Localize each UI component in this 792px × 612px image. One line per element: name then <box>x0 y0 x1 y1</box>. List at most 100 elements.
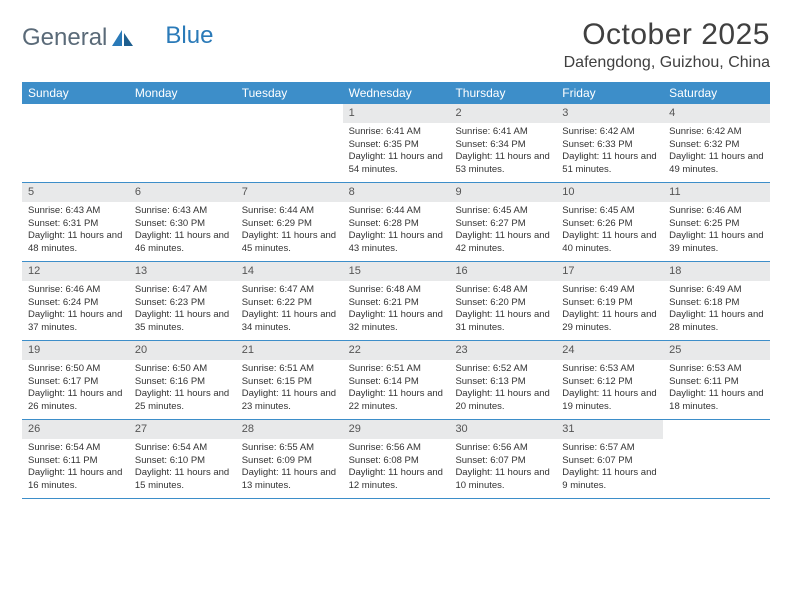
daylight-line: Daylight: 11 hours and 32 minutes. <box>349 309 444 335</box>
sunset-line: Sunset: 6:11 PM <box>669 376 764 389</box>
sunset-line: Sunset: 6:23 PM <box>135 297 230 310</box>
day-body: Sunrise: 6:50 AMSunset: 6:16 PMDaylight:… <box>129 360 236 418</box>
sunset-line: Sunset: 6:24 PM <box>28 297 123 310</box>
day-number: 1 <box>343 104 450 123</box>
daylight-line: Daylight: 11 hours and 26 minutes. <box>28 388 123 414</box>
day-cell: 14Sunrise: 6:47 AMSunset: 6:22 PMDayligh… <box>236 262 343 340</box>
sunset-line: Sunset: 6:33 PM <box>562 139 657 152</box>
sunrise-line: Sunrise: 6:44 AM <box>349 205 444 218</box>
day-cell: 18Sunrise: 6:49 AMSunset: 6:18 PMDayligh… <box>663 262 770 340</box>
sunset-line: Sunset: 6:29 PM <box>242 218 337 231</box>
day-body: Sunrise: 6:53 AMSunset: 6:12 PMDaylight:… <box>556 360 663 418</box>
day-cell-empty <box>22 104 129 182</box>
month-title: October 2025 <box>564 18 770 52</box>
day-cell: 8Sunrise: 6:44 AMSunset: 6:28 PMDaylight… <box>343 183 450 261</box>
day-number: 27 <box>129 420 236 439</box>
sunset-line: Sunset: 6:15 PM <box>242 376 337 389</box>
day-body: Sunrise: 6:45 AMSunset: 6:26 PMDaylight:… <box>556 202 663 260</box>
sunset-line: Sunset: 6:26 PM <box>562 218 657 231</box>
sunrise-line: Sunrise: 6:41 AM <box>349 126 444 139</box>
sunset-line: Sunset: 6:30 PM <box>135 218 230 231</box>
day-cell: 4Sunrise: 6:42 AMSunset: 6:32 PMDaylight… <box>663 104 770 182</box>
daylight-line: Daylight: 11 hours and 40 minutes. <box>562 230 657 256</box>
day-number: 30 <box>449 420 556 439</box>
sunrise-line: Sunrise: 6:54 AM <box>135 442 230 455</box>
sunrise-line: Sunrise: 6:45 AM <box>455 205 550 218</box>
day-cell-empty <box>236 104 343 182</box>
day-number: 26 <box>22 420 129 439</box>
weekday-header: Sunday <box>22 82 129 104</box>
sunrise-line: Sunrise: 6:43 AM <box>28 205 123 218</box>
weekday-header: Friday <box>556 82 663 104</box>
sunrise-line: Sunrise: 6:51 AM <box>242 363 337 376</box>
day-body: Sunrise: 6:43 AMSunset: 6:30 PMDaylight:… <box>129 202 236 260</box>
day-body: Sunrise: 6:56 AMSunset: 6:08 PMDaylight:… <box>343 439 450 497</box>
sunset-line: Sunset: 6:09 PM <box>242 455 337 468</box>
day-body: Sunrise: 6:47 AMSunset: 6:23 PMDaylight:… <box>129 281 236 339</box>
daylight-line: Daylight: 11 hours and 46 minutes. <box>135 230 230 256</box>
sunset-line: Sunset: 6:07 PM <box>455 455 550 468</box>
day-cell: 26Sunrise: 6:54 AMSunset: 6:11 PMDayligh… <box>22 420 129 498</box>
daylight-line: Daylight: 11 hours and 42 minutes. <box>455 230 550 256</box>
sunrise-line: Sunrise: 6:43 AM <box>135 205 230 218</box>
sunrise-line: Sunrise: 6:52 AM <box>455 363 550 376</box>
day-body: Sunrise: 6:44 AMSunset: 6:28 PMDaylight:… <box>343 202 450 260</box>
day-body: Sunrise: 6:51 AMSunset: 6:15 PMDaylight:… <box>236 360 343 418</box>
day-cell: 2Sunrise: 6:41 AMSunset: 6:34 PMDaylight… <box>449 104 556 182</box>
day-number: 29 <box>343 420 450 439</box>
day-body: Sunrise: 6:46 AMSunset: 6:25 PMDaylight:… <box>663 202 770 260</box>
logo-text-1: General <box>22 24 107 52</box>
day-body: Sunrise: 6:43 AMSunset: 6:31 PMDaylight:… <box>22 202 129 260</box>
day-number: 2 <box>449 104 556 123</box>
day-cell: 31Sunrise: 6:57 AMSunset: 6:07 PMDayligh… <box>556 420 663 498</box>
sunrise-line: Sunrise: 6:47 AM <box>242 284 337 297</box>
daylight-line: Daylight: 11 hours and 9 minutes. <box>562 467 657 493</box>
sunrise-line: Sunrise: 6:45 AM <box>562 205 657 218</box>
week-row: 26Sunrise: 6:54 AMSunset: 6:11 PMDayligh… <box>22 420 770 499</box>
day-cell: 13Sunrise: 6:47 AMSunset: 6:23 PMDayligh… <box>129 262 236 340</box>
day-cell: 30Sunrise: 6:56 AMSunset: 6:07 PMDayligh… <box>449 420 556 498</box>
day-body: Sunrise: 6:57 AMSunset: 6:07 PMDaylight:… <box>556 439 663 497</box>
day-cell: 7 Sunrise: 6:44 AMSunset: 6:29 PMDaylight… <box>236 183 343 261</box>
sunrise-line: Sunrise: 6:48 AM <box>455 284 550 297</box>
sunrise-line: Sunrise: 6:56 AM <box>349 442 444 455</box>
day-body: Sunrise: 6:49 AMSunset: 6:18 PMDaylight:… <box>663 281 770 339</box>
week-row: 1 Sunrise: 6:41 AMSunset: 6:35 PM Daylight… <box>22 104 770 183</box>
day-cell: 23Sunrise: 6:52 AMSunset: 6:13 PMDayligh… <box>449 341 556 419</box>
day-cell: 15Sunrise: 6:48 AMSunset: 6:21 PMDayligh… <box>343 262 450 340</box>
day-cell: 22Sunrise: 6:51 AMSunset: 6:14 PMDayligh… <box>343 341 450 419</box>
day-body: Sunrise: 6:42 AMSunset: 6:32 PMDaylight:… <box>663 123 770 181</box>
sunset-line: Sunset: 6:21 PM <box>349 297 444 310</box>
sunrise-line: Sunrise: 6:57 AM <box>562 442 657 455</box>
daylight-line: Daylight: 11 hours and 39 minutes. <box>669 230 764 256</box>
day-number: 3 <box>556 104 663 123</box>
day-number: 7 <box>236 183 343 202</box>
day-number: 19 <box>22 341 129 360</box>
day-body: Sunrise: 6:48 AMSunset: 6:20 PMDaylight:… <box>449 281 556 339</box>
sunset-line: Sunset: 6:19 PM <box>562 297 657 310</box>
sunset-line: Sunset: 6:31 PM <box>28 218 123 231</box>
day-cell: 29Sunrise: 6:56 AMSunset: 6:08 PMDayligh… <box>343 420 450 498</box>
daylight-line: Daylight: 11 hours and 31 minutes. <box>455 309 550 335</box>
daylight-line: Daylight: 11 hours and 29 minutes. <box>562 309 657 335</box>
day-body: Sunrise: 6:41 AMSunset: 6:34 PMDaylight:… <box>449 123 556 181</box>
sunset-line: Sunset: 6:16 PM <box>135 376 230 389</box>
daylight-line: Daylight: 11 hours and 23 minutes. <box>242 388 337 414</box>
daylight-line: Daylight: 11 hours and 22 minutes. <box>349 388 444 414</box>
week-row: 19Sunrise: 6:50 AMSunset: 6:17 PMDayligh… <box>22 341 770 420</box>
sunrise-line: Sunrise: 6:42 AM <box>669 126 764 139</box>
daylight-line: Daylight: 11 hours and 49 minutes. <box>669 151 764 177</box>
sunrise-line: Sunrise: 6:53 AM <box>562 363 657 376</box>
daylight-line: Daylight: 11 hours and 45 minutes. <box>242 230 337 256</box>
sunrise-line: Sunrise: 6:44 AM <box>242 205 337 218</box>
day-cell: 19Sunrise: 6:50 AMSunset: 6:17 PMDayligh… <box>22 341 129 419</box>
sunset-line: Sunset: 6:35 PM <box>349 139 444 152</box>
day-number: 20 <box>129 341 236 360</box>
day-cell: 11Sunrise: 6:46 AMSunset: 6:25 PMDayligh… <box>663 183 770 261</box>
daylight-line: Daylight: 11 hours and 28 minutes. <box>669 309 764 335</box>
sunset-line: Sunset: 6:22 PM <box>242 297 337 310</box>
header: General Blue October 2025 Dafengdong, Gu… <box>22 18 770 72</box>
day-number: 25 <box>663 341 770 360</box>
daylight-line: Daylight: 11 hours and 51 minutes. <box>562 151 657 177</box>
weekday-header: Tuesday <box>236 82 343 104</box>
